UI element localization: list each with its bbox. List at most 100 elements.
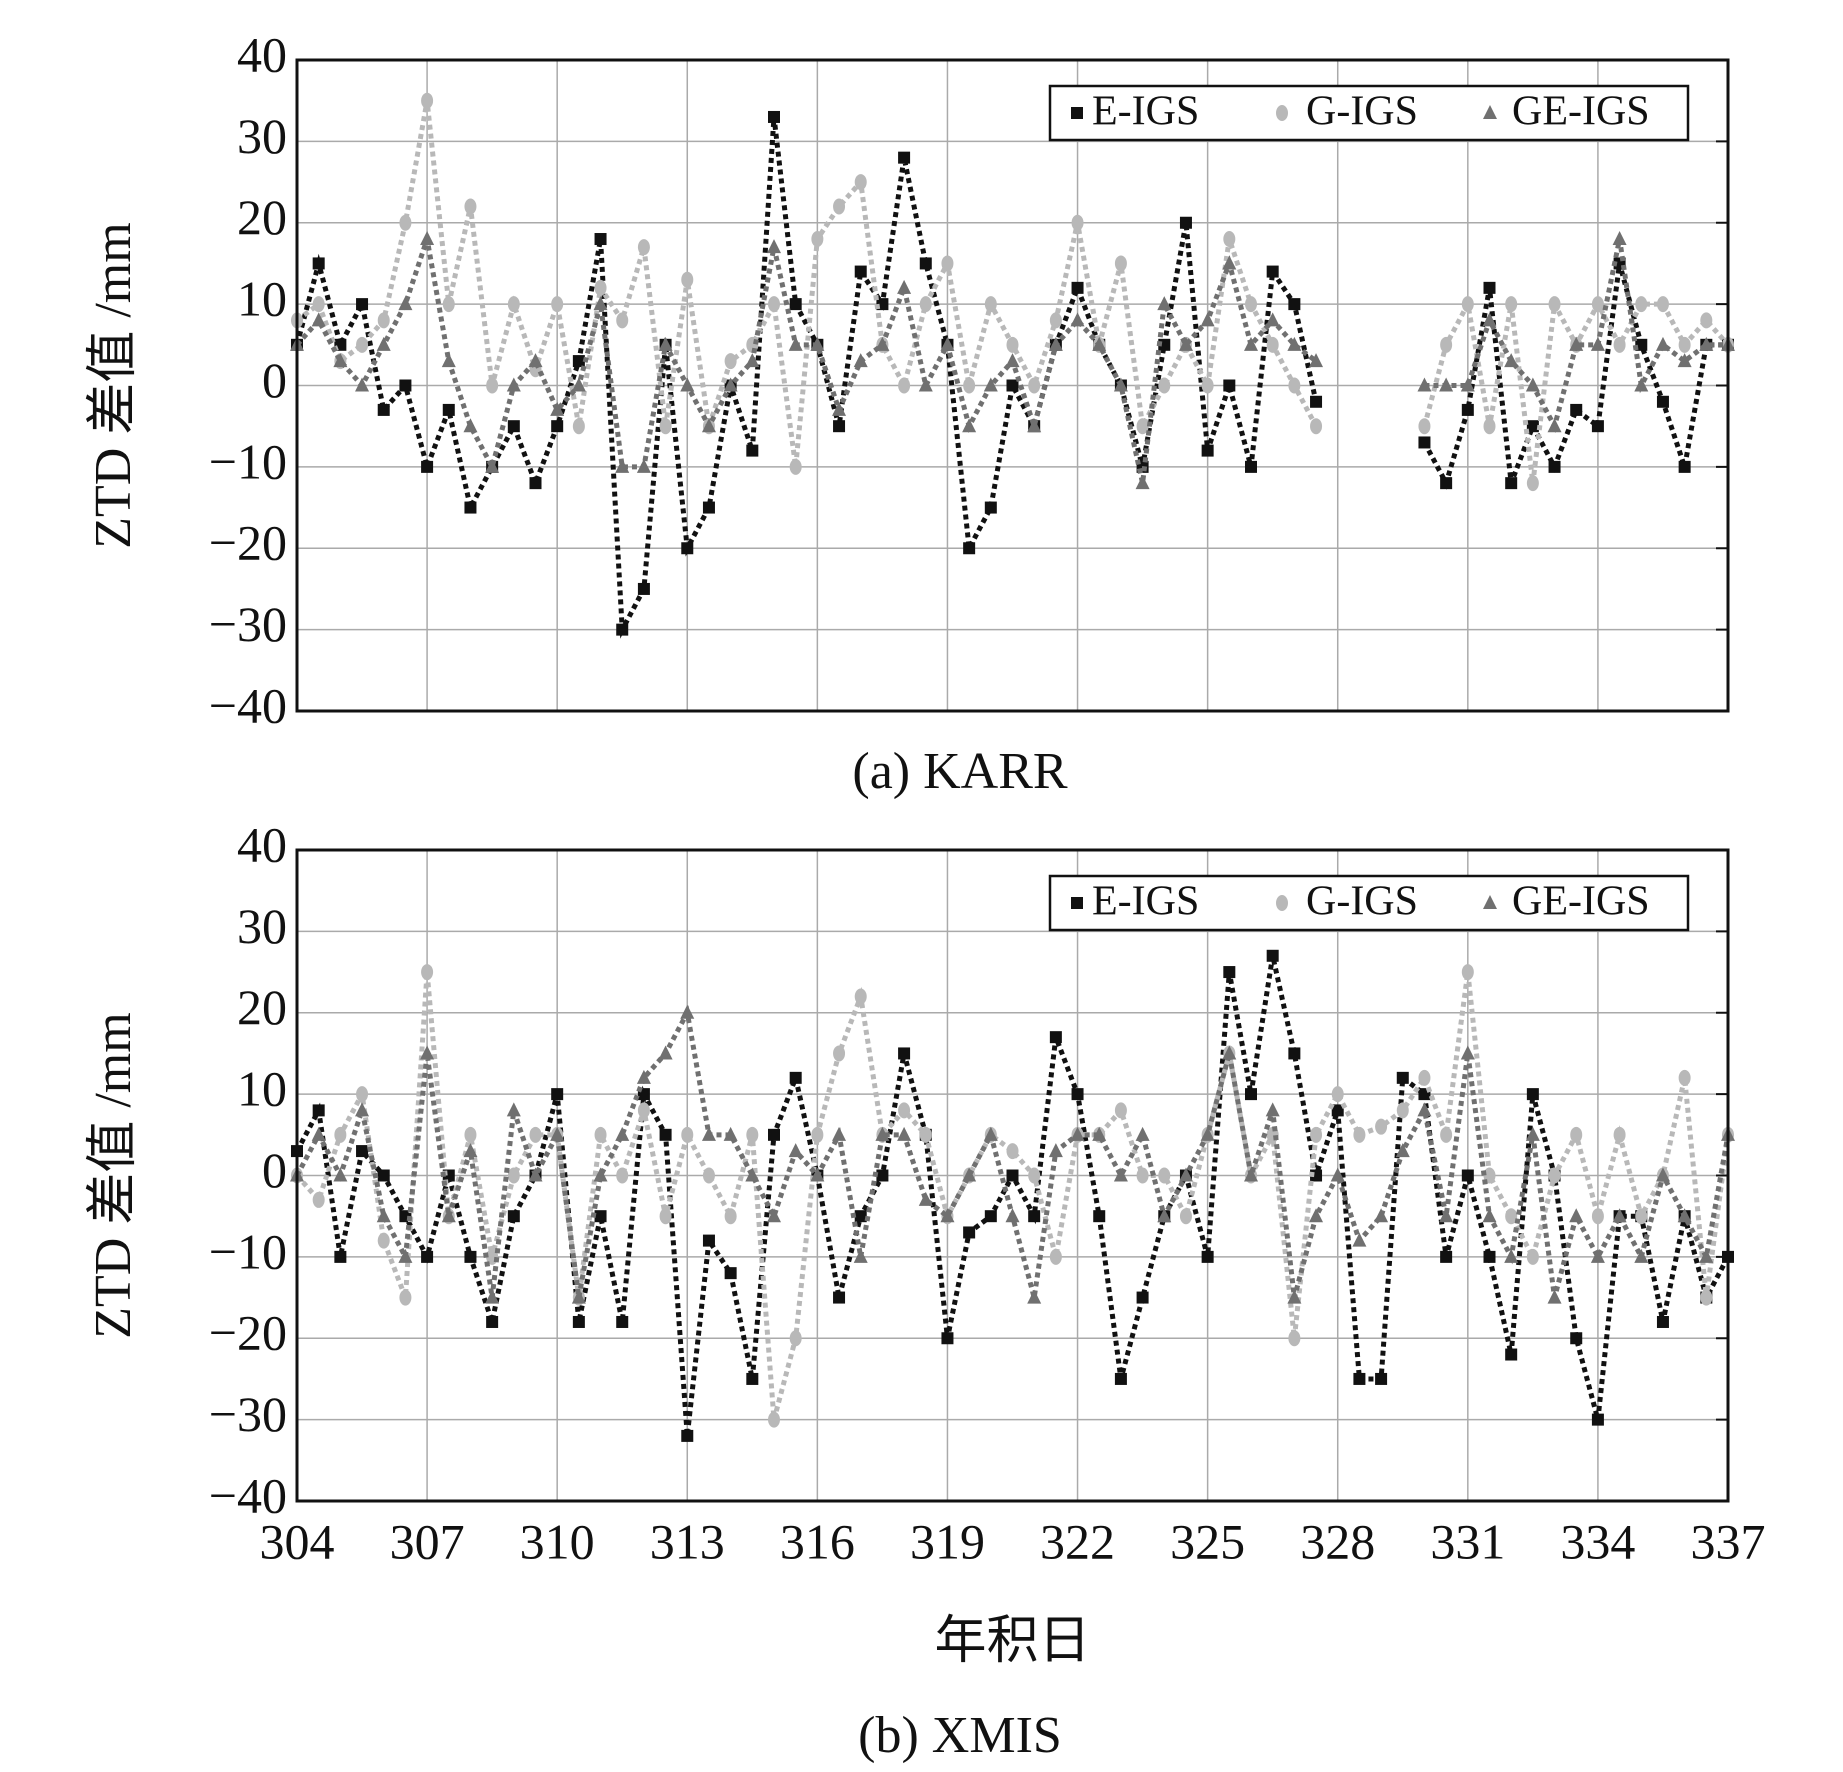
- point: [1482, 1208, 1497, 1223]
- point: [572, 1315, 585, 1328]
- point: [1590, 1248, 1605, 1263]
- point: [333, 353, 348, 368]
- point: [421, 460, 434, 473]
- point: [377, 1232, 390, 1249]
- point: [1440, 336, 1453, 353]
- point: [1548, 296, 1561, 313]
- point: [833, 198, 846, 215]
- point: [333, 1167, 348, 1182]
- point: [399, 214, 412, 231]
- point: [702, 501, 715, 514]
- point: [616, 1167, 629, 1184]
- point: [941, 255, 954, 272]
- point: [507, 296, 520, 313]
- point: [1374, 1208, 1389, 1223]
- point: [1028, 1167, 1041, 1184]
- point: [1027, 1289, 1042, 1304]
- point: [1418, 1069, 1431, 1086]
- legend-marker: [1276, 895, 1288, 911]
- point: [1223, 966, 1236, 979]
- point: [1591, 1208, 1604, 1225]
- y-tick-label: 30: [237, 108, 287, 164]
- series-trace: [295, 238, 1728, 484]
- point: [658, 336, 673, 351]
- y-tick-label: −30: [209, 596, 287, 652]
- point: [1113, 1167, 1128, 1182]
- point: [1135, 1126, 1150, 1141]
- point: [486, 377, 499, 394]
- point: [745, 1167, 760, 1182]
- point: [1439, 1208, 1454, 1223]
- y-tick-label: 40: [237, 26, 287, 82]
- point: [1591, 1413, 1604, 1426]
- x-axis-label: 年积日: [934, 1613, 1090, 1670]
- point: [1612, 1208, 1627, 1223]
- point: [963, 1226, 976, 1239]
- point: [356, 1145, 369, 1158]
- point: [1330, 1167, 1345, 1182]
- point: [1699, 1248, 1714, 1263]
- point: [1070, 1126, 1085, 1141]
- point: [1417, 377, 1432, 392]
- y-tick-label: −20: [209, 515, 287, 571]
- point: [1396, 1071, 1409, 1084]
- point: [1504, 1248, 1519, 1263]
- point: [1505, 296, 1518, 313]
- point: [1656, 296, 1669, 313]
- point: [1071, 281, 1084, 294]
- point: [1178, 1167, 1193, 1182]
- point: [1700, 1289, 1713, 1306]
- legend-label: E-IGS: [1092, 89, 1199, 135]
- point: [615, 458, 630, 473]
- point: [637, 582, 650, 595]
- point: [356, 336, 369, 353]
- point: [1310, 418, 1323, 435]
- point: [1482, 312, 1497, 327]
- point: [615, 1126, 630, 1141]
- point: [311, 312, 326, 327]
- point: [312, 1104, 325, 1117]
- series-trace: [294, 116, 1728, 639]
- point: [1245, 1088, 1257, 1101]
- y-tick-label: 10: [237, 271, 287, 327]
- point: [356, 298, 369, 311]
- point: [1114, 1372, 1127, 1385]
- point: [659, 1128, 672, 1141]
- point: [1287, 336, 1302, 351]
- point: [898, 1047, 911, 1060]
- point: [1353, 1126, 1366, 1143]
- point: [594, 1126, 607, 1143]
- point: [1570, 1126, 1583, 1143]
- point: [983, 1126, 998, 1141]
- point: [486, 1315, 499, 1328]
- point: [463, 1143, 478, 1158]
- y-tick-label: 10: [237, 1061, 287, 1117]
- y-tick-label: 40: [237, 816, 287, 872]
- point: [376, 1208, 391, 1223]
- point: [421, 964, 434, 981]
- point: [681, 542, 694, 555]
- point: [551, 420, 564, 433]
- point: [1440, 1250, 1453, 1263]
- x-tick-label: 328: [1300, 1513, 1375, 1569]
- point: [1505, 1208, 1518, 1225]
- point: [1006, 1143, 1019, 1160]
- legend-label: G-IGS: [1306, 879, 1418, 925]
- point: [1460, 1045, 1475, 1060]
- point: [594, 233, 607, 246]
- point: [1265, 312, 1280, 327]
- point: [1006, 1169, 1019, 1182]
- point: [1049, 312, 1062, 329]
- point: [1677, 353, 1692, 368]
- point: [983, 377, 998, 392]
- point: [312, 296, 325, 313]
- point: [1331, 1086, 1344, 1103]
- point: [854, 1210, 867, 1223]
- point: [1570, 403, 1583, 416]
- point: [528, 353, 543, 368]
- point: [1634, 1248, 1649, 1263]
- point: [1461, 296, 1474, 313]
- point: [768, 1128, 780, 1141]
- point: [1483, 418, 1496, 435]
- point: [1288, 298, 1301, 311]
